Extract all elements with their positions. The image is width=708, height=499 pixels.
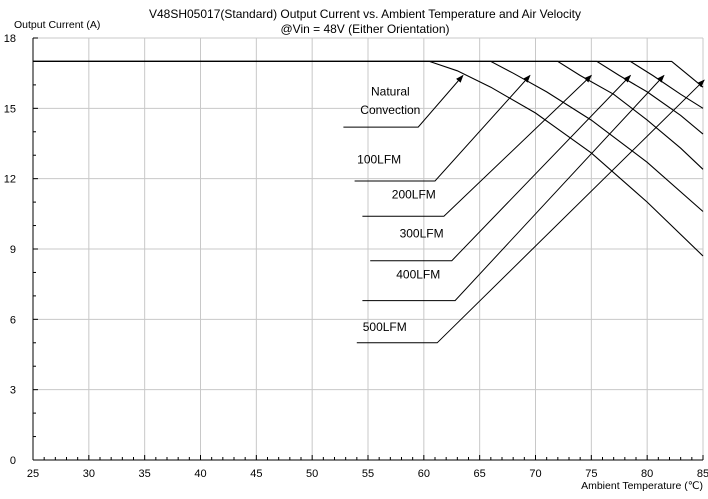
x-tick-label: 65 — [474, 468, 486, 480]
grid-lines — [33, 37, 704, 460]
x-tick-label: 25 — [27, 468, 39, 480]
chart-subtitle: @Vin = 48V (Either Orientation) — [280, 22, 449, 36]
y-tick-label: 12 — [4, 174, 16, 186]
annotation-arrow-natural-convection — [343, 74, 464, 128]
series-annotations: Natural Convection 100LFM 200LFM 300LFM 400LF… — [343, 74, 705, 344]
y-tick-label: 6 — [10, 314, 16, 326]
annotation-arrow-400lfm — [362, 74, 665, 302]
annotation-label-natural-convection: Natural — [371, 84, 410, 98]
x-tick-label: 40 — [194, 468, 206, 480]
series-line-natural-convection — [33, 60, 704, 257]
x-axis-label: Ambient Temperature (℃) — [581, 480, 703, 492]
x-tick-label: 85 — [697, 468, 708, 480]
x-tick-label: 80 — [641, 468, 653, 480]
annotation-arrow-200lfm — [362, 74, 593, 217]
y-axis-label: Output Current (A) — [14, 19, 100, 31]
annotation-label-200lfm: 200LFM — [392, 188, 436, 202]
x-tick-label: 60 — [418, 468, 430, 480]
annotation-label-100lfm: 100LFM — [357, 152, 401, 166]
y-tick-label: 9 — [10, 244, 16, 256]
x-tick-label: 75 — [585, 468, 597, 480]
x-tick-label: 50 — [306, 468, 318, 480]
annotation-arrow-500lfm — [356, 79, 705, 344]
y-tick-label: 18 — [4, 33, 16, 45]
annotation-label-natural-convection: Convection — [360, 103, 420, 117]
annotation-arrow-100lfm — [354, 74, 531, 182]
x-tick-label: 55 — [362, 468, 374, 480]
x-tick-label: 35 — [139, 468, 151, 480]
x-tick-label: 30 — [83, 468, 95, 480]
annotation-arrow-300lfm — [370, 74, 632, 262]
annotation-label-400lfm: 400LFM — [396, 267, 440, 281]
y-tick-label: 3 — [10, 385, 16, 397]
axes: 25 30 35 40 45 50 55 60 65 70 75 80 85 0 3 6 9 12 15 18 — [4, 33, 708, 480]
chart-title: V48SH05017(Standard) Output Current vs. … — [149, 7, 581, 21]
series-lines — [33, 60, 704, 257]
x-tick-label: 70 — [529, 468, 541, 480]
y-tick-label: 0 — [10, 455, 16, 467]
annotation-label-500lfm: 500LFM — [363, 320, 407, 334]
annotation-label-300lfm: 300LFM — [400, 226, 444, 240]
y-tick-label: 15 — [4, 103, 16, 115]
x-tick-label: 45 — [250, 468, 262, 480]
